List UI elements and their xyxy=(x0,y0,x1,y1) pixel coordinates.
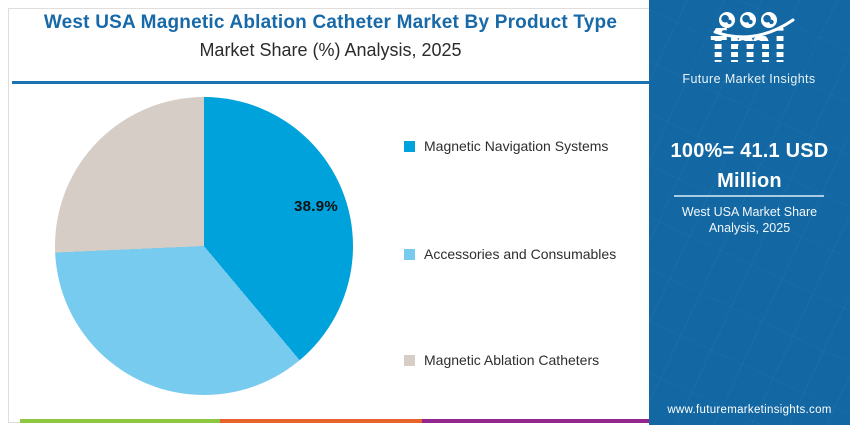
page-subtitle: Market Share (%) Analysis, 2025 xyxy=(199,40,462,60)
header-underline xyxy=(12,81,649,84)
fmi-logo: fmi Future Market Insights xyxy=(673,8,825,88)
pie-slice-label: 38.9% xyxy=(294,198,339,215)
panel-divider xyxy=(674,195,824,197)
legend-item-label: Magnetic Ablation Catheters xyxy=(424,352,600,368)
legend-item-accessories-and-consumables: Accessories and Consumables xyxy=(404,246,616,262)
legend-item-magnetic-ablation-catheters: Magnetic Ablation Catheters xyxy=(404,352,599,368)
globe-icon xyxy=(740,12,756,28)
footer-color-strip xyxy=(20,419,650,423)
fmi-logo-text: fmi xyxy=(673,20,825,70)
strip-segment-purple xyxy=(422,419,650,423)
globe-icon xyxy=(761,12,777,28)
swoosh-icon xyxy=(713,18,795,39)
legend-swatch-icon xyxy=(404,354,415,366)
strip-segment-green xyxy=(20,419,220,423)
fmi-logo-subtext: Future Market Insights xyxy=(682,72,816,86)
market-size-headline: 100%= 41.1 USD Million xyxy=(670,140,829,192)
panel-subtext: West USA Market Share Analysis, 2025 xyxy=(681,205,818,235)
website-link[interactable]: www.futuremarketinsights.com xyxy=(667,404,832,416)
legend-swatch-icon xyxy=(404,248,415,260)
legend-swatch-icon xyxy=(404,140,415,152)
globe-icon xyxy=(719,12,735,28)
brand-panel: fmi Future Market Insights 100%= 41.1 US… xyxy=(649,0,850,425)
pie-chart xyxy=(55,97,353,395)
strip-segment-orange xyxy=(220,419,422,423)
page-title: West USA Magnetic Ablation Catheter Mark… xyxy=(43,12,618,33)
legend-item-label: Magnetic Navigation Systems xyxy=(424,138,609,154)
fmi-globe-icons xyxy=(719,12,777,28)
legend-item-magnetic-navigation-systems: Magnetic Navigation Systems xyxy=(404,138,608,154)
legend-item-label: Accessories and Consumables xyxy=(424,246,617,262)
